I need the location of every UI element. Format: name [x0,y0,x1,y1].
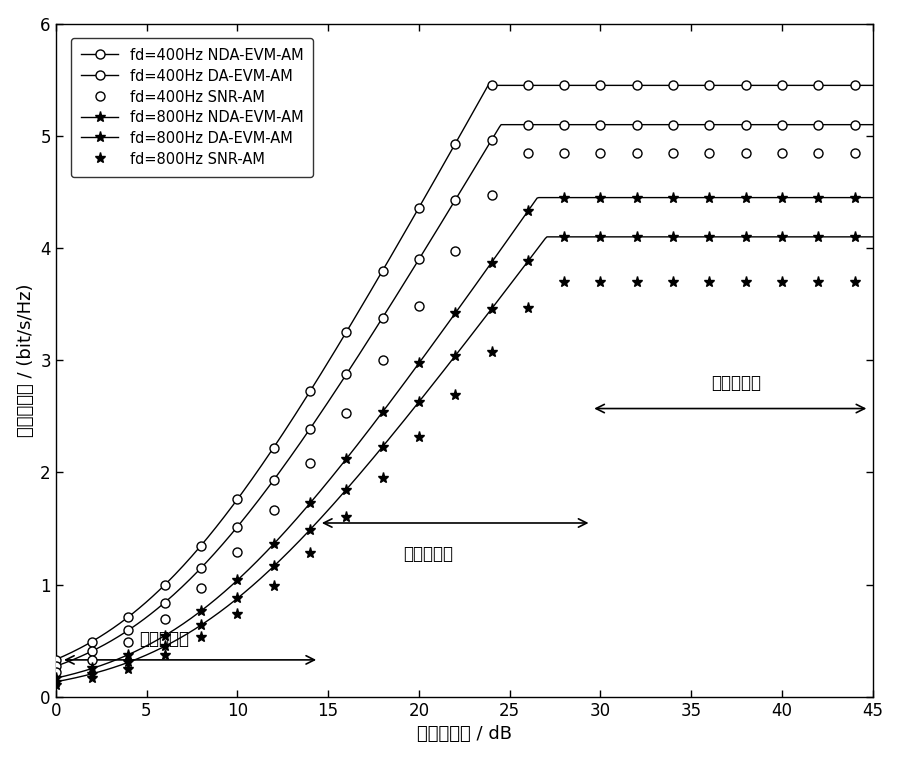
Legend: fd=400Hz NDA-EVM-AM, fd=400Hz DA-EVM-AM, fd=400Hz SNR-AM, fd=800Hz NDA-EVM-AM, f: fd=400Hz NDA-EVM-AM, fd=400Hz DA-EVM-AM,… [71,38,313,177]
Text: 中信噪比区: 中信噪比区 [403,546,453,563]
Text: 低信噪比区: 低信噪比区 [140,629,190,648]
X-axis label: 平均信噪比 / dB: 平均信噪比 / dB [417,725,512,743]
Y-axis label: 频带利用率 / (bit/s/Hz): 频带利用率 / (bit/s/Hz) [17,283,35,437]
Text: 高信噪比区: 高信噪比区 [712,374,761,391]
